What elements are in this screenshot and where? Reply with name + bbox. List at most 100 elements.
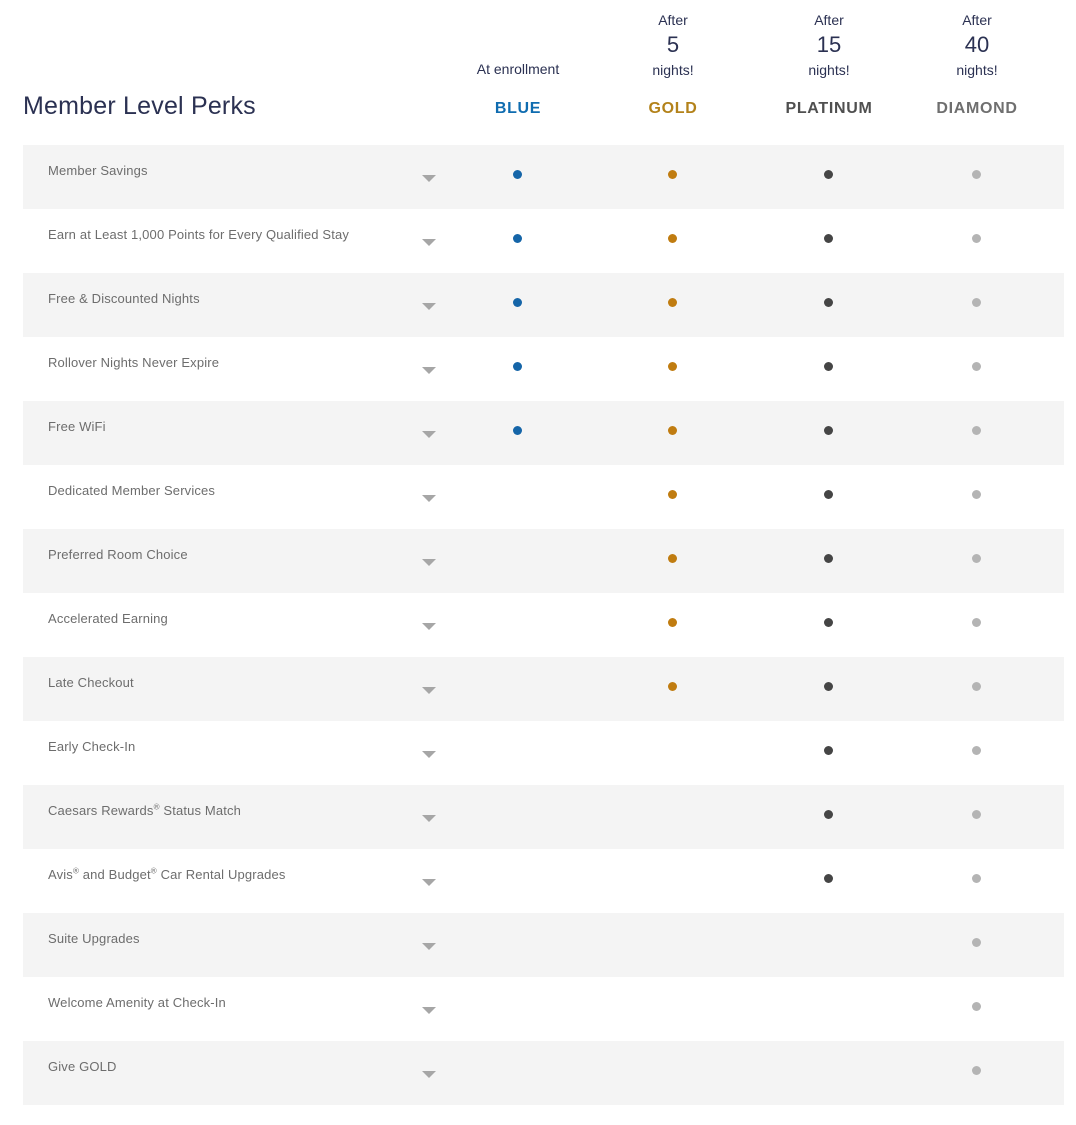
chevron-down-icon[interactable] <box>419 618 439 634</box>
perk-dot-blue <box>513 362 522 371</box>
perk-dot-platinum <box>824 682 833 691</box>
chevron-down-icon[interactable] <box>419 554 439 570</box>
perk-dot-diamond <box>972 426 981 435</box>
perk-label: Member Savings <box>48 163 148 178</box>
perk-label: Free & Discounted Nights <box>48 291 200 306</box>
perk-dot-platinum <box>824 490 833 499</box>
tier-qualifier-post-platinum: nights! <box>808 62 850 78</box>
chevron-down-icon[interactable] <box>419 298 439 314</box>
table-row[interactable]: Rollover Nights Never Expire <box>23 337 1064 401</box>
tier-qualifier-number-diamond: 40 <box>964 32 990 57</box>
table-row[interactable]: Avis® and Budget® Car Rental Upgrades <box>23 849 1064 913</box>
perk-label: Accelerated Earning <box>48 611 168 626</box>
perk-dot-gold <box>668 426 677 435</box>
chevron-down-icon[interactable] <box>419 170 439 186</box>
perk-dot-diamond <box>972 554 981 563</box>
perk-label: Give GOLD <box>48 1059 117 1074</box>
perk-dot-blue <box>513 234 522 243</box>
perk-dot-diamond <box>972 618 981 627</box>
page-title: Member Level Perks <box>23 92 256 120</box>
perk-dot-gold <box>668 298 677 307</box>
tier-qualifier-post-diamond: nights! <box>956 62 998 78</box>
perk-dot-diamond <box>972 490 981 499</box>
tier-qualifier-blue: At enrollment <box>476 61 560 77</box>
perk-dot-diamond <box>972 1066 981 1075</box>
tier-qualifier-post-gold: nights! <box>652 62 694 78</box>
table-row[interactable]: Free & Discounted Nights <box>23 273 1064 337</box>
perk-label: Avis® and Budget® Car Rental Upgrades <box>48 866 286 882</box>
perk-label: Early Check-In <box>48 739 136 754</box>
tier-name-gold: GOLD <box>648 100 698 117</box>
perk-dot-diamond <box>972 938 981 947</box>
perk-dot-platinum <box>824 874 833 883</box>
tier-qualifier-pre-gold: After <box>658 12 688 28</box>
table-row[interactable]: Preferred Room Choice <box>23 529 1064 593</box>
tier-column-blue: At enrollment BLUE <box>438 0 598 145</box>
perk-dot-blue <box>513 298 522 307</box>
chevron-down-icon[interactable] <box>419 362 439 378</box>
tier-column-diamond: After 40 nights! DIAMOND <box>897 0 1057 145</box>
table-row[interactable]: Earn at Least 1,000 Points for Every Qua… <box>23 209 1064 273</box>
perk-label: Late Checkout <box>48 675 134 690</box>
perk-dot-platinum <box>824 426 833 435</box>
perk-dot-diamond <box>972 682 981 691</box>
perk-dot-diamond <box>972 362 981 371</box>
table-row[interactable]: Free WiFi <box>23 401 1064 465</box>
perk-dot-gold <box>668 490 677 499</box>
perk-dot-blue <box>513 170 522 179</box>
tier-name-platinum: PLATINUM <box>785 100 873 117</box>
perks-table: Member Savings Earn at Least 1,000 Points… <box>23 145 1064 1105</box>
chevron-down-icon[interactable] <box>419 810 439 826</box>
tier-name-diamond: DIAMOND <box>936 100 1018 117</box>
perk-dot-platinum <box>824 746 833 755</box>
chevron-down-icon[interactable] <box>419 682 439 698</box>
perk-dot-gold <box>668 362 677 371</box>
tier-column-platinum: After 15 nights! PLATINUM <box>749 0 909 145</box>
table-row[interactable]: Early Check-In <box>23 721 1064 785</box>
table-row[interactable]: Accelerated Earning <box>23 593 1064 657</box>
chevron-down-icon[interactable] <box>419 426 439 442</box>
chevron-down-icon[interactable] <box>419 234 439 250</box>
tier-qualifier-number-gold: 5 <box>666 32 680 57</box>
table-row[interactable]: Caesars Rewards® Status Match <box>23 785 1064 849</box>
perk-dot-platinum <box>824 298 833 307</box>
perk-dot-gold <box>668 618 677 627</box>
perk-label: Free WiFi <box>48 419 106 434</box>
perk-dot-gold <box>668 682 677 691</box>
tier-qualifier-pre-platinum: After <box>814 12 844 28</box>
perk-dot-diamond <box>972 298 981 307</box>
table-row[interactable]: Member Savings <box>23 145 1064 209</box>
chevron-down-icon[interactable] <box>419 1002 439 1018</box>
perk-dot-diamond <box>972 874 981 883</box>
tier-qualifier-gold: After 5 nights! <box>593 9 753 81</box>
perk-dot-diamond <box>972 1002 981 1011</box>
chevron-down-icon[interactable] <box>419 746 439 762</box>
perk-dot-diamond <box>972 234 981 243</box>
chevron-down-icon[interactable] <box>419 874 439 890</box>
chevron-down-icon[interactable] <box>419 490 439 506</box>
table-row[interactable]: Late Checkout <box>23 657 1064 721</box>
perk-label: Rollover Nights Never Expire <box>48 355 220 370</box>
chevron-down-icon[interactable] <box>419 1066 439 1082</box>
chevron-down-icon[interactable] <box>419 938 439 954</box>
perk-label: Preferred Room Choice <box>48 547 188 562</box>
perk-label: Caesars Rewards® Status Match <box>48 802 242 818</box>
tier-qualifier-platinum: After 15 nights! <box>749 9 909 81</box>
perk-dot-platinum <box>824 234 833 243</box>
perk-dot-platinum <box>824 618 833 627</box>
perk-label: Welcome Amenity at Check-In <box>48 995 226 1010</box>
table-row[interactable]: Dedicated Member Services <box>23 465 1064 529</box>
perk-label: Dedicated Member Services <box>48 483 216 498</box>
table-row[interactable]: Welcome Amenity at Check-In <box>23 977 1064 1041</box>
perk-dot-diamond <box>972 746 981 755</box>
table-row[interactable]: Give GOLD <box>23 1041 1064 1105</box>
perk-label: Earn at Least 1,000 Points for Every Qua… <box>48 227 350 242</box>
table-row[interactable]: Suite Upgrades <box>23 913 1064 977</box>
perk-label: Suite Upgrades <box>48 931 140 946</box>
perk-dot-platinum <box>824 362 833 371</box>
perk-dot-diamond <box>972 170 981 179</box>
tier-qualifier-diamond: After 40 nights! <box>897 9 1057 81</box>
perk-dot-platinum <box>824 554 833 563</box>
perk-dot-diamond <box>972 810 981 819</box>
perk-dot-gold <box>668 554 677 563</box>
